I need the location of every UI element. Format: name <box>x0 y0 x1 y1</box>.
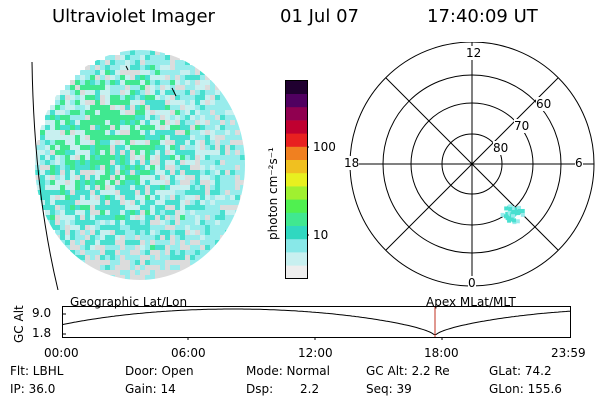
gain-info: Gain: 14 <box>125 382 176 396</box>
polar-mlt-plot <box>349 42 595 287</box>
apex-title: Apex MLat/MLT <box>426 295 516 309</box>
mlt-label-12: 12 <box>466 46 482 60</box>
colorbar-segment <box>285 106 308 121</box>
colorbar-segment <box>285 252 308 266</box>
ytick-9: 9.0 <box>32 306 52 320</box>
auroral-patch <box>500 204 525 225</box>
seq-info: Seq: 39 <box>366 382 412 396</box>
colorbar-unit-label: photon cm⁻²s⁻¹ <box>266 147 280 240</box>
colorbar-segment <box>285 225 308 240</box>
colorbar-segment <box>285 159 308 174</box>
lat-label-70: 70 <box>514 119 530 133</box>
glon-info: GLon: 155.6 <box>489 382 562 396</box>
colorbar-segment <box>285 80 308 94</box>
glat-info: GLat: 74.2 <box>489 364 552 378</box>
colorbar-tick-100: 100 <box>313 140 336 154</box>
instrument-title: Ultraviolet Imager <box>52 6 215 27</box>
xtick-0000: 00:00 <box>44 346 79 360</box>
colorbar-tick-10: 10 <box>313 228 329 242</box>
dsp-value: 2.2 <box>300 382 320 396</box>
uv-intensity-pixels <box>35 50 245 280</box>
gc-alt-info: GC Alt: 2.2 Re <box>366 364 450 378</box>
colorbar-segment <box>285 238 308 253</box>
mlt-label-6: 6 <box>575 156 583 170</box>
xtick-1800: 18:00 <box>424 346 459 360</box>
dsp-label: Dsp: <box>246 382 274 396</box>
altitude-curve <box>62 308 571 335</box>
xtick-0600: 06:00 <box>171 346 206 360</box>
alt-plot-ylabel: GC Alt <box>12 305 26 343</box>
ytick-1-8: 1.8 <box>32 326 52 340</box>
time-label: 17:40:09 UT <box>427 6 538 27</box>
colorbar-segment <box>285 93 308 108</box>
colorbar-segment <box>285 199 308 213</box>
colorbar-segment <box>285 265 308 279</box>
coast-mark <box>125 65 129 71</box>
mlt-label-0: 0 <box>468 276 476 290</box>
geographic-title: Geographic Lat/Lon <box>70 295 188 309</box>
terminator-line <box>31 61 59 290</box>
colorbar-segment <box>285 133 308 147</box>
altitude-plot <box>62 306 571 340</box>
lat-label-80: 80 <box>493 141 509 155</box>
mlt-label-18: 18 <box>344 156 360 170</box>
colorbar-segment <box>285 212 308 226</box>
colorbar-segment <box>285 186 308 200</box>
coast-mark <box>171 87 177 97</box>
date-label: 01 Jul 07 <box>280 6 359 27</box>
colorbar-segment <box>285 146 308 160</box>
xtick-2359: 23:59 <box>551 346 586 360</box>
lat-label-60: 60 <box>536 97 552 111</box>
ip-info: IP: 36.0 <box>10 382 56 396</box>
uv-earth-image <box>31 50 245 290</box>
mode-info: Mode: Normal <box>246 364 330 378</box>
colorbar-segment <box>285 120 308 134</box>
filter-info: Flt: LBHL <box>10 364 64 378</box>
door-info: Door: Open <box>125 364 194 378</box>
xtick-1200: 12:00 <box>298 346 333 360</box>
diagonal-line <box>385 77 559 251</box>
colorbar-segment <box>285 172 308 187</box>
colorbar <box>285 80 309 279</box>
